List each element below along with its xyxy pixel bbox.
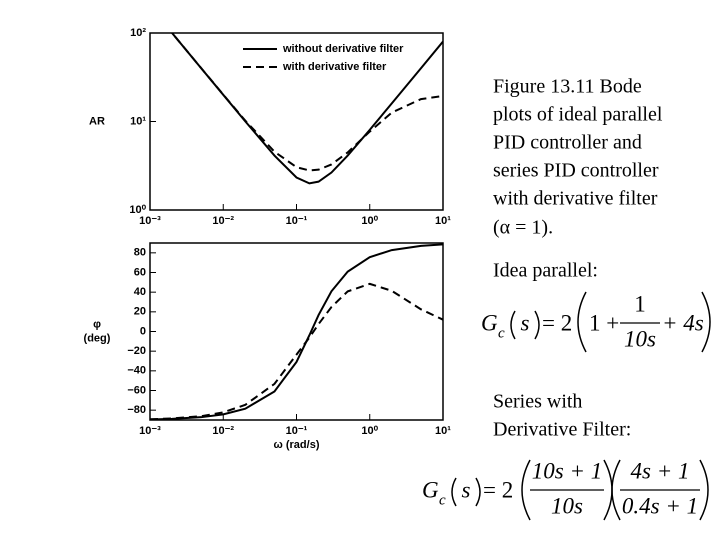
x-tick-label: 10⁻¹ bbox=[286, 215, 308, 227]
eq-den: 10s bbox=[624, 326, 656, 351]
paren bbox=[577, 291, 711, 353]
x-tick-label: 10⁻³ bbox=[139, 215, 161, 227]
y-tick-label: 10¹ bbox=[130, 115, 146, 127]
x-tick-label: 10¹ bbox=[435, 215, 451, 227]
eq-sub: c bbox=[439, 492, 446, 508]
y-tick-label: −80 bbox=[127, 404, 146, 416]
x-axis-label: ω (rad/s) bbox=[274, 439, 320, 451]
x-tick-label: 10⁻³ bbox=[139, 425, 161, 437]
caption-line: plots of ideal parallel bbox=[493, 104, 663, 126]
y-tick-label: 20 bbox=[134, 306, 146, 318]
x-tick-label: 10⁻² bbox=[212, 425, 234, 437]
eq-symbol: G bbox=[481, 310, 498, 335]
legend-label: without derivative filter bbox=[282, 43, 404, 55]
eq-symbol: G bbox=[422, 477, 439, 502]
y-tick-label: −20 bbox=[127, 345, 146, 357]
y-tick-label: 60 bbox=[134, 266, 146, 278]
caption-line: series PID controller bbox=[493, 160, 659, 182]
series-line bbox=[150, 282, 443, 420]
eq-den: 10s bbox=[551, 493, 583, 518]
y-tick-label: 10⁰ bbox=[129, 204, 146, 216]
eq-sign: = 2 bbox=[483, 477, 513, 502]
caption-line: Figure 13.11 Bode bbox=[493, 76, 642, 98]
eq-num: 4s + 1 bbox=[631, 458, 690, 483]
series-equation: G c s = 2 10s + 1 10s 4s + 1 0.4s + 1 bbox=[422, 458, 709, 521]
series-line bbox=[170, 33, 443, 172]
eq-arg: s bbox=[462, 477, 471, 502]
caption-line: (α = 1). bbox=[493, 217, 553, 239]
caption-line: PID controller and bbox=[493, 132, 642, 154]
caption: Figure 13.11 Bode plots of ideal paralle… bbox=[493, 76, 663, 239]
legend: without derivative filter with derivative… bbox=[243, 43, 404, 73]
x-tick-label: 10⁰ bbox=[361, 215, 378, 227]
heading: Series with bbox=[493, 391, 582, 413]
heading: Derivative Filter: bbox=[493, 419, 631, 441]
x-tick-label: 10¹ bbox=[435, 425, 451, 437]
y-tick-label: −60 bbox=[127, 384, 146, 396]
eq-num: 10s + 1 bbox=[532, 458, 602, 483]
y-axis-label: φ bbox=[93, 318, 101, 330]
paren bbox=[510, 310, 540, 340]
ideal-equation: G c s = 2 1 + 1 10s + 4s bbox=[481, 291, 711, 353]
x-tick-label: 10⁻² bbox=[212, 215, 234, 227]
eq-sub: c bbox=[498, 325, 505, 341]
eq-term: 1 + bbox=[589, 310, 619, 335]
y-tick-label: 0 bbox=[140, 325, 146, 337]
eq-sign: = 2 bbox=[542, 310, 572, 335]
y-axis-label: AR bbox=[89, 115, 105, 127]
eq-arg: s bbox=[521, 310, 530, 335]
series-line bbox=[150, 243, 443, 420]
plot-frame bbox=[149, 242, 444, 421]
x-tick-label: 10⁻¹ bbox=[286, 425, 308, 437]
eq-term: + 4s bbox=[662, 310, 704, 335]
y-tick-label: 40 bbox=[134, 286, 146, 298]
y-axis-label: (deg) bbox=[84, 332, 111, 344]
heading: Idea parallel: bbox=[493, 260, 598, 282]
plot: 10⁻³ 10⁻² 10⁻¹ 10⁰ 10¹ −80 −60 −40 −20 0 20 40 60 80 φ… bbox=[84, 242, 451, 451]
y-tick-label: 10² bbox=[130, 27, 146, 39]
paren bbox=[611, 459, 709, 521]
eq-num: 1 bbox=[634, 291, 646, 316]
plot: 10⁻³ 10⁻² 10⁻¹ 10⁰ 10¹ 10⁰ 10¹ 10² AR without der… bbox=[89, 27, 451, 227]
eq-den: 0.4s + 1 bbox=[622, 493, 698, 518]
paren bbox=[451, 477, 481, 507]
legend-label: with derivative filter bbox=[282, 61, 387, 73]
caption-line: with derivative filter bbox=[493, 188, 658, 210]
y-tick-label: −40 bbox=[127, 365, 146, 377]
y-tick-label: 80 bbox=[134, 247, 146, 259]
x-tick-label: 10⁰ bbox=[361, 425, 378, 437]
